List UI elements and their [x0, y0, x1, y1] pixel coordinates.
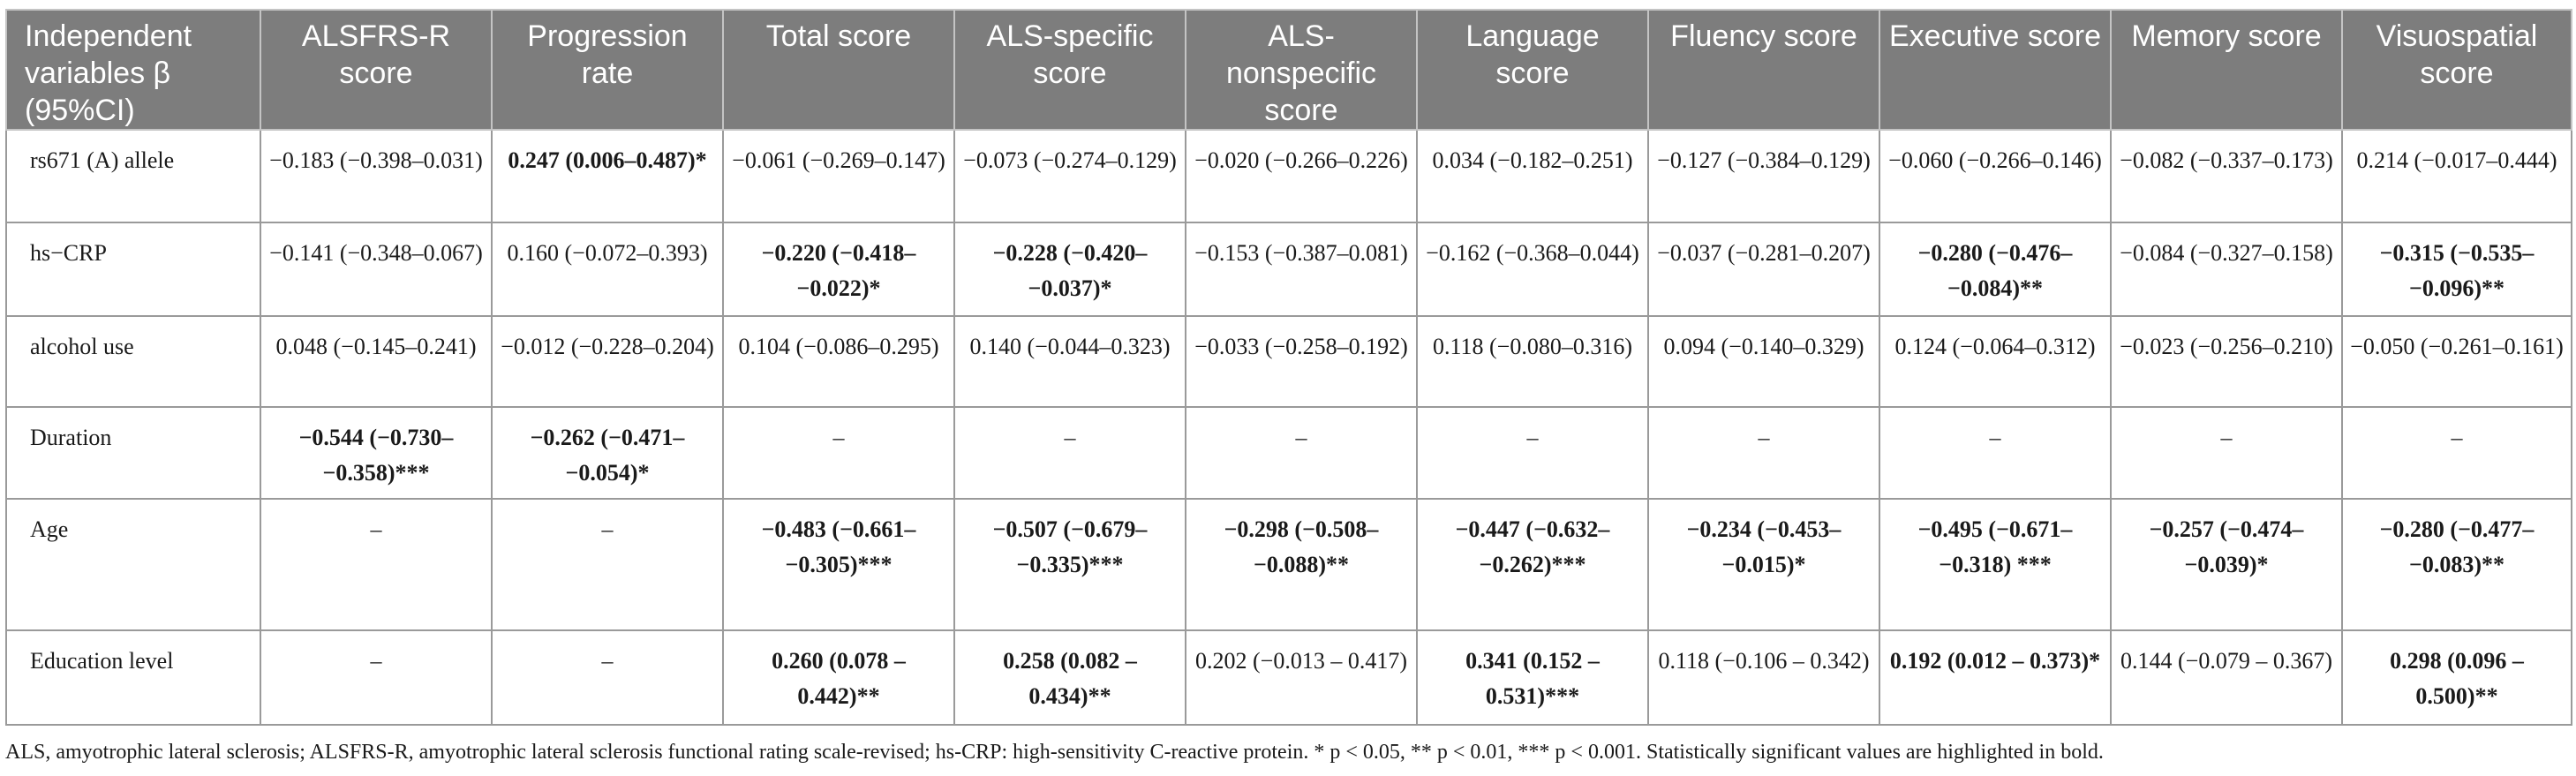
table-cell: −0.084 (−0.327–0.158) — [2110, 222, 2343, 317]
header-memory-score: Memory score — [2110, 9, 2343, 131]
table-cell: −0.544 (−0.730–−0.358)*** — [260, 406, 493, 500]
table-cell: −0.061 (−0.269–0.147) — [722, 129, 955, 223]
row-label: hs−CRP — [5, 222, 261, 317]
header-executive-score: Executive score — [1879, 9, 2112, 131]
table-cell: – — [1416, 406, 1649, 500]
table-row-alcohol-use: alcohol use 0.048 (−0.145–0.241) −0.012 … — [5, 315, 2572, 408]
table-cell: −0.280 (−0.477–−0.083)** — [2341, 498, 2572, 631]
row-label: alcohol use — [5, 315, 261, 408]
table-cell: 0.118 (−0.106 – 0.342) — [1647, 629, 1880, 726]
table-cell: −0.315 (−0.535–−0.096)** — [2341, 222, 2572, 317]
table-cell: −0.262 (−0.471–−0.054)* — [491, 406, 724, 500]
header-visuospatial-score: Visuospatial score — [2341, 9, 2572, 131]
table-cell: −0.162 (−0.368–0.044) — [1416, 222, 1649, 317]
table-cell: 0.140 (−0.044–0.323) — [953, 315, 1186, 408]
header-als-specific-score: ALS-specific score — [953, 9, 1186, 131]
table-cell: −0.037 (−0.281–0.207) — [1647, 222, 1880, 317]
table-cell: – — [491, 498, 724, 631]
table-cell: 0.258 (0.082 – 0.434)** — [953, 629, 1186, 726]
table-row-age: Age – – −0.483 (−0.661–−0.305)*** −0.507… — [5, 498, 2572, 631]
table-cell: 0.247 (0.006–0.487)* — [491, 129, 724, 223]
table-cell: −0.023 (−0.256–0.210) — [2110, 315, 2343, 408]
table-cell: 0.118 (−0.080–0.316) — [1416, 315, 1649, 408]
table-cell: −0.228 (−0.420–−0.037)* — [953, 222, 1186, 317]
table-cell: 0.202 (−0.013 – 0.417) — [1185, 629, 1418, 726]
table-cell: −0.141 (−0.348–0.067) — [260, 222, 493, 317]
table-cell: −0.495 (−0.671–−0.318) *** — [1879, 498, 2112, 631]
header-alsfrs-r-score: ALSFRS-R score — [260, 9, 493, 131]
table-header-row: Independent variables β (95%CI) ALSFRS-R… — [5, 9, 2572, 131]
table-cell: −0.033 (−0.258–0.192) — [1185, 315, 1418, 408]
table-cell: 0.341 (0.152 – 0.531)*** — [1416, 629, 1649, 726]
table-row-duration: Duration −0.544 (−0.730–−0.358)*** −0.26… — [5, 406, 2572, 500]
table-cell: −0.127 (−0.384–0.129) — [1647, 129, 1880, 223]
table-container: Independent variables β (95%CI) ALSFRS-R… — [5, 9, 2572, 726]
table-footnote: ALS, amyotrophic lateral sclerosis; ALSF… — [5, 741, 2104, 764]
table-cell: – — [1879, 406, 2112, 500]
table-cell: −0.012 (−0.228–0.204) — [491, 315, 724, 408]
table-cell: – — [1185, 406, 1418, 500]
table-cell: −0.507 (−0.679–−0.335)*** — [953, 498, 1186, 631]
table-cell: 0.144 (−0.079 – 0.367) — [2110, 629, 2343, 726]
table-cell: – — [2110, 406, 2343, 500]
table-cell: 0.124 (−0.064–0.312) — [1879, 315, 2112, 408]
table-cell: 0.104 (−0.086–0.295) — [722, 315, 955, 408]
row-label: Duration — [5, 406, 261, 500]
table-cell: −0.483 (−0.661–−0.305)*** — [722, 498, 955, 631]
table-row-rs671: rs671 (A) allele −0.183 (−0.398–0.031) 0… — [5, 129, 2572, 223]
row-label: Age — [5, 498, 261, 631]
header-fluency-score: Fluency score — [1647, 9, 1880, 131]
table-cell: – — [953, 406, 1186, 500]
table-cell: −0.060 (−0.266–0.146) — [1879, 129, 2112, 223]
table-cell: −0.073 (−0.274–0.129) — [953, 129, 1186, 223]
table-cell: 0.298 (0.096 – 0.500)** — [2341, 629, 2572, 726]
header-independent-variables: Independent variables β (95%CI) — [5, 9, 261, 131]
table-row-education-level: Education level – – 0.260 (0.078 – 0.442… — [5, 629, 2572, 726]
table-cell: 0.260 (0.078 – 0.442)** — [722, 629, 955, 726]
table-cell: 0.034 (−0.182–0.251) — [1416, 129, 1649, 223]
table-cell: −0.447 (−0.632–−0.262)*** — [1416, 498, 1649, 631]
header-als-nonspecific-score: ALS-nonspecific score — [1185, 9, 1418, 131]
table-cell: −0.153 (−0.387–0.081) — [1185, 222, 1418, 317]
table-cell: −0.220 (−0.418–−0.022)* — [722, 222, 955, 317]
table-cell: – — [722, 406, 955, 500]
table-cell: 0.160 (−0.072–0.393) — [491, 222, 724, 317]
table-cell: – — [1647, 406, 1880, 500]
row-label: Education level — [5, 629, 261, 726]
table-cell: −0.298 (−0.508–−0.088)** — [1185, 498, 1418, 631]
table-cell: – — [2341, 406, 2572, 500]
table-cell: – — [491, 629, 724, 726]
header-progression-rate: Progression rate — [491, 9, 724, 131]
table-row-hs-crp: hs−CRP −0.141 (−0.348–0.067) 0.160 (−0.0… — [5, 222, 2572, 317]
table-cell: – — [260, 498, 493, 631]
table-cell: −0.050 (−0.261–0.161) — [2341, 315, 2572, 408]
regression-table: Independent variables β (95%CI) ALSFRS-R… — [5, 9, 2572, 726]
table-cell: 0.214 (−0.017–0.444) — [2341, 129, 2572, 223]
table-cell: 0.094 (−0.140–0.329) — [1647, 315, 1880, 408]
table-cell: −0.234 (−0.453–−0.015)* — [1647, 498, 1880, 631]
table-cell: −0.020 (−0.266–0.226) — [1185, 129, 1418, 223]
table-cell: −0.257 (−0.474–−0.039)* — [2110, 498, 2343, 631]
table-cell: 0.048 (−0.145–0.241) — [260, 315, 493, 408]
row-label: rs671 (A) allele — [5, 129, 261, 223]
table-cell: −0.082 (−0.337–0.173) — [2110, 129, 2343, 223]
table-cell: 0.192 (0.012 – 0.373)* — [1879, 629, 2112, 726]
table-cell: −0.280 (−0.476–−0.084)** — [1879, 222, 2112, 317]
table-cell: – — [260, 629, 493, 726]
header-language-score: Language score — [1416, 9, 1649, 131]
table-cell: −0.183 (−0.398–0.031) — [260, 129, 493, 223]
header-total-score: Total score — [722, 9, 955, 131]
